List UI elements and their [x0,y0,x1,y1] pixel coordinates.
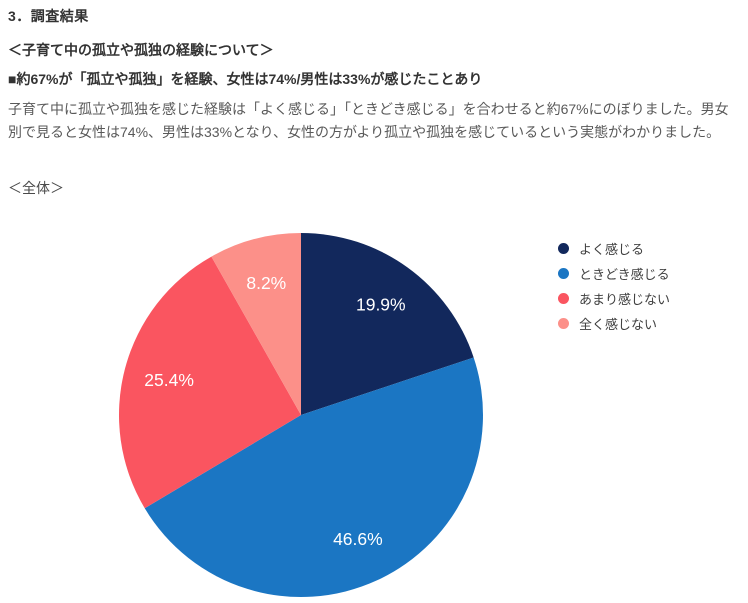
pie-slice [211,233,301,415]
pie-slice [118,256,301,509]
pie-slice-value-label: 46.6% [333,529,383,549]
results-headline: ■約67%が「孤立や孤独」を経験、女性は74%/男性は33%が感じたことあり [8,71,483,87]
chart-legend: よく感じる ときどき感じる あまり感じない 全く感じない [558,236,670,336]
legend-dot-icon [558,293,569,304]
pie-slice-value-label: 8.2% [246,273,286,293]
legend-label: 全く感じない [579,317,658,332]
pie-slice [144,357,483,597]
legend-item: 全く感じない [558,311,670,336]
section-title: 3．調査結果 [8,8,89,24]
pie-chart: 19.9% 46.6% 25.4% 8.2% [118,233,483,597]
legend-dot-icon [558,243,569,254]
chart-caption: ＜全体＞ [8,180,64,196]
pie-slice [301,233,474,415]
legend-item: あまり感じない [558,286,670,311]
results-body-text: 子育て中に孤立や孤独を感じた経験は「よく感じる」「ときどき感じる」を合わせると約… [8,101,729,140]
legend-label: よく感じる [579,242,645,257]
results-text-block: 3．調査結果 ＜子育て中の孤立や孤独の経験について＞ ■約67%が「孤立や孤独」… [8,6,742,144]
legend-dot-icon [558,268,569,279]
legend-label: ときどき感じる [579,267,670,282]
pie-slice-value-label: 25.4% [144,370,194,390]
legend-label: あまり感じない [579,292,671,307]
legend-item: よく感じる [558,236,670,261]
pie-slice-value-label: 19.9% [356,294,406,314]
legend-item: ときどき感じる [558,261,670,286]
legend-dot-icon [558,318,569,329]
subsection-title: ＜子育て中の孤立や孤独の経験について＞ [8,42,274,58]
